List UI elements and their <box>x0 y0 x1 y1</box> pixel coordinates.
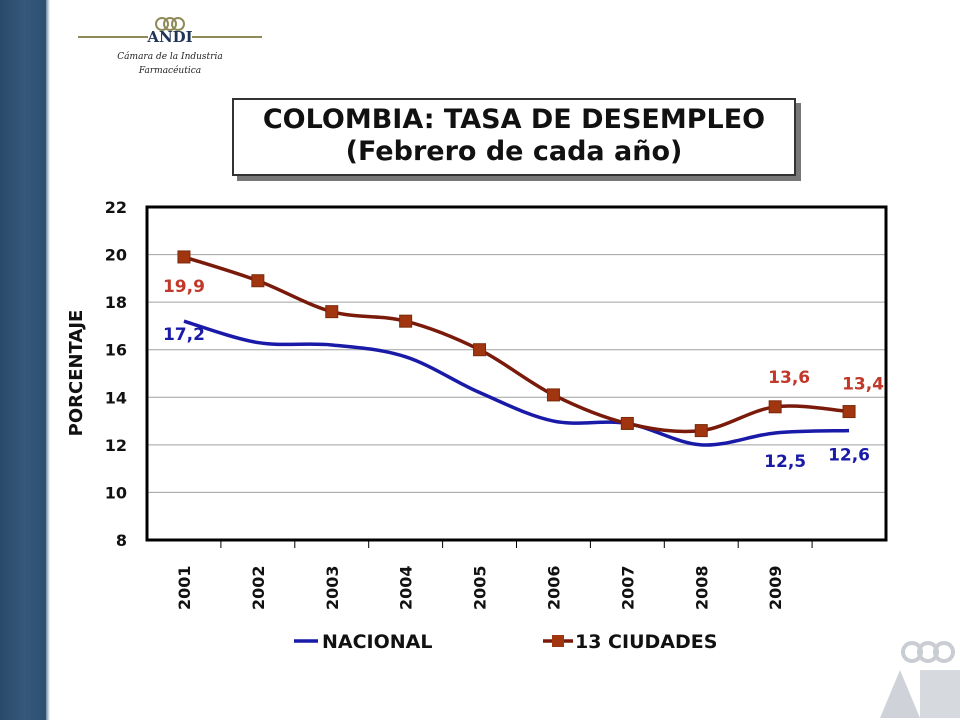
logo-name: ANDI <box>147 28 193 46</box>
x-tick-label: 2001 <box>175 565 194 610</box>
data-label: 19,9 <box>163 277 205 297</box>
sidebar-background <box>0 0 46 720</box>
data-point-marker <box>473 343 487 357</box>
chart-title: COLOMBIA: TASA DE DESEMPLEO <box>262 104 766 135</box>
series-line-13-ciudades <box>183 255 850 434</box>
data-label: 13,4 <box>842 375 884 395</box>
logo-rule-left <box>78 36 148 38</box>
legend-label-13-ciudades: 13 CIUDADES <box>575 631 717 653</box>
data-label: 12,5 <box>764 452 806 472</box>
y-tick-label: 12 <box>105 436 127 455</box>
data-label: 13,6 <box>768 368 810 388</box>
y-tick-label: 18 <box>105 293 127 312</box>
logo-emblem-icon <box>155 17 185 31</box>
legend-marker-13-ciudades <box>552 635 564 647</box>
y-tick-label: 16 <box>105 341 127 360</box>
y-tick-label: 10 <box>105 483 127 502</box>
series-line-nacional <box>183 319 850 447</box>
logo-rule-right <box>192 36 262 38</box>
logo-subtitle-line1: Cámara de la Industria <box>117 52 223 62</box>
y-tick-label: 22 <box>105 198 127 217</box>
sidebar-edge <box>46 0 50 720</box>
x-tick-label: 2009 <box>766 565 785 610</box>
x-tick-label: 2007 <box>618 565 637 610</box>
y-axis-title: PORCENTAJE <box>66 310 87 437</box>
data-point-marker <box>842 405 856 419</box>
y-tick-label: 14 <box>105 388 127 407</box>
x-tick-label: 2006 <box>544 565 563 610</box>
x-tick-label: 2003 <box>323 565 342 610</box>
x-tick-label: 2005 <box>471 565 490 610</box>
y-tick-label: 20 <box>105 246 127 265</box>
data-point-marker <box>325 305 339 319</box>
data-label: 12,6 <box>828 446 870 466</box>
data-point-marker <box>251 274 265 288</box>
data-point-marker <box>620 416 634 430</box>
data-label: 17,2 <box>163 325 205 345</box>
data-point-marker <box>694 424 708 438</box>
x-tick-label: 2002 <box>249 565 268 610</box>
x-tick-label: 2008 <box>692 565 711 610</box>
x-tick-label: 2004 <box>397 565 416 610</box>
chart-title-box: COLOMBIA: TASA DE DESEMPLEO (Febrero de … <box>232 98 796 176</box>
andi-logo: ANDI Cámara de la Industria Farmacéutica <box>70 14 270 84</box>
chart-subtitle: (Febrero de cada año) <box>345 136 683 167</box>
legend-label-nacional: NACIONAL <box>322 631 432 653</box>
logo-subtitle-line2: Farmacéutica <box>138 66 202 76</box>
data-point-marker <box>768 400 782 414</box>
corner-watermark-logo <box>880 641 960 718</box>
data-point-marker <box>546 388 560 402</box>
data-point-marker <box>399 314 413 328</box>
data-point-marker <box>177 250 191 264</box>
y-tick-label: 8 <box>116 531 127 550</box>
